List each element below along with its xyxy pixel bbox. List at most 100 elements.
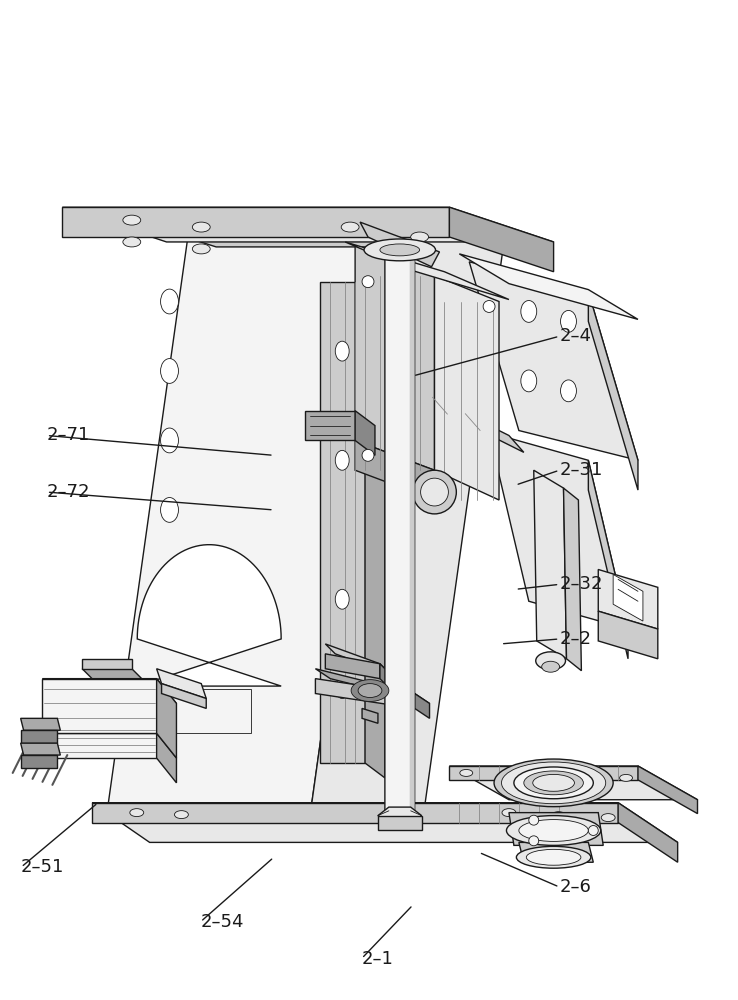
Ellipse shape [161,428,179,453]
Ellipse shape [358,684,382,698]
Circle shape [483,301,495,312]
Polygon shape [156,679,176,758]
Ellipse shape [514,767,593,799]
Ellipse shape [335,450,349,470]
Polygon shape [638,766,697,814]
Polygon shape [534,470,567,659]
Polygon shape [400,381,524,452]
Ellipse shape [519,820,588,841]
Ellipse shape [123,237,141,247]
Polygon shape [599,569,658,629]
Polygon shape [449,766,697,800]
Polygon shape [137,545,281,686]
Polygon shape [82,659,132,669]
Ellipse shape [161,359,179,383]
Polygon shape [378,816,421,830]
Polygon shape [62,207,554,242]
Text: 2–72: 2–72 [46,483,90,501]
Polygon shape [92,803,677,842]
Polygon shape [82,669,142,679]
Polygon shape [410,252,415,828]
Polygon shape [449,207,554,272]
Polygon shape [170,689,251,733]
Ellipse shape [601,814,615,822]
Circle shape [421,478,449,506]
Ellipse shape [335,341,349,361]
Circle shape [362,449,374,461]
Ellipse shape [561,380,576,402]
Ellipse shape [502,809,516,817]
Polygon shape [21,755,58,768]
Polygon shape [509,813,603,845]
Ellipse shape [123,215,141,225]
Ellipse shape [551,812,565,820]
Polygon shape [306,411,355,440]
Polygon shape [315,679,415,708]
Polygon shape [162,684,206,708]
Ellipse shape [130,809,144,817]
Ellipse shape [517,846,591,868]
Polygon shape [315,669,430,703]
Polygon shape [360,222,439,267]
Polygon shape [92,803,618,823]
Polygon shape [415,694,430,718]
Polygon shape [378,807,421,824]
Ellipse shape [536,652,565,670]
Polygon shape [325,644,390,674]
Polygon shape [43,733,176,758]
Text: 2–4: 2–4 [559,327,591,345]
Polygon shape [588,460,628,659]
Polygon shape [43,679,176,703]
Polygon shape [21,730,58,743]
Ellipse shape [506,816,601,845]
Ellipse shape [561,310,576,332]
Ellipse shape [410,232,429,242]
Ellipse shape [335,679,349,698]
Polygon shape [380,664,390,689]
Polygon shape [43,733,156,758]
Ellipse shape [533,774,574,791]
Text: 2–1: 2–1 [362,950,393,968]
Polygon shape [21,718,61,730]
Polygon shape [320,282,365,763]
Polygon shape [355,440,435,500]
Ellipse shape [364,239,435,261]
Text: 2–32: 2–32 [559,575,603,593]
Polygon shape [599,611,658,659]
Ellipse shape [335,589,349,609]
Circle shape [413,470,456,514]
Polygon shape [365,282,385,778]
Text: 2–71: 2–71 [46,426,90,444]
Polygon shape [311,212,504,842]
Polygon shape [459,254,638,319]
Circle shape [529,815,539,825]
Polygon shape [449,766,638,780]
Polygon shape [613,574,643,621]
Ellipse shape [494,759,613,807]
Ellipse shape [502,762,606,804]
Polygon shape [385,242,415,828]
Text: 2–51: 2–51 [21,858,64,876]
Circle shape [588,826,599,835]
Ellipse shape [161,498,179,522]
Polygon shape [588,292,638,490]
Polygon shape [43,679,156,733]
Ellipse shape [380,244,420,256]
Polygon shape [156,733,176,783]
Polygon shape [489,433,628,629]
Ellipse shape [460,769,473,776]
Ellipse shape [521,370,537,392]
Polygon shape [62,207,449,237]
Circle shape [362,276,374,288]
Polygon shape [21,743,61,755]
Polygon shape [345,242,509,300]
Ellipse shape [174,811,188,819]
Polygon shape [325,654,380,679]
Polygon shape [618,803,677,862]
Text: 2–2: 2–2 [559,630,591,648]
Ellipse shape [351,680,389,701]
Ellipse shape [524,771,583,795]
Circle shape [529,836,539,846]
Ellipse shape [193,222,210,232]
Polygon shape [519,842,593,862]
